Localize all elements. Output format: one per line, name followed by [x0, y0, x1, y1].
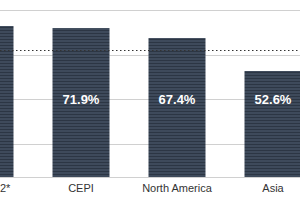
data-label: 67.4%	[159, 92, 196, 107]
chart-svg: 71.9% 67.4% 52.6% 2* CEPI North America Asia	[0, 0, 300, 200]
data-label: 71.9%	[63, 92, 100, 107]
category-label: 2*	[0, 182, 11, 194]
category-label: Asia	[262, 182, 284, 194]
bars	[0, 26, 300, 177]
bar	[0, 26, 14, 177]
data-label: 52.6%	[255, 92, 292, 107]
chart-container: 71.9% 67.4% 52.6% 2* CEPI North America Asia	[0, 0, 300, 200]
bar	[149, 38, 206, 177]
reference-line	[0, 50, 300, 51]
grid-line	[0, 177, 300, 178]
bar	[245, 71, 300, 177]
category-label: CEPI	[68, 182, 94, 194]
grid-line	[0, 10, 300, 11]
category-label: North America	[142, 182, 213, 194]
